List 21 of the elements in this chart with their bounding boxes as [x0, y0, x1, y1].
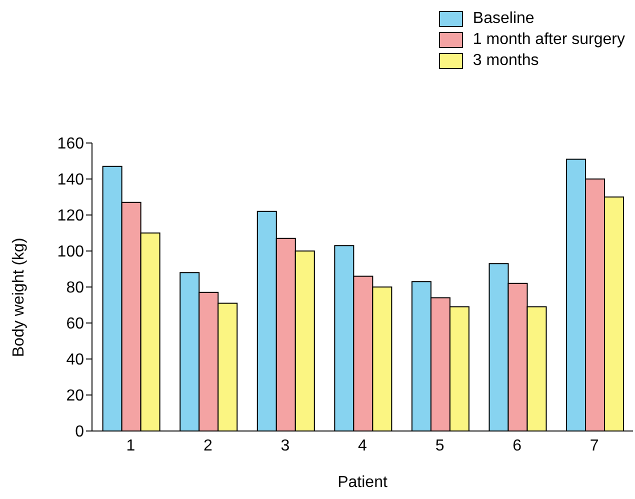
- legend-label: Baseline: [472, 9, 534, 29]
- y-tick-label: 140: [57, 172, 84, 189]
- y-tick-label: 120: [57, 208, 84, 225]
- y-tick-label: 40: [66, 352, 84, 369]
- y-tick-label: 60: [66, 316, 84, 333]
- x-tick-label: 3: [280, 437, 290, 454]
- y-tick-label: 100: [57, 244, 84, 261]
- legend-label: 1 month after surgery: [472, 30, 625, 50]
- legend-label: 3 months: [472, 51, 539, 71]
- x-tick-label: 2: [203, 437, 212, 454]
- x-axis-title: Patient: [338, 474, 388, 491]
- y-tick-label: 20: [66, 388, 84, 405]
- y-axis-title: Body weight (kg): [10, 238, 28, 357]
- y-tick-label: 0: [75, 424, 84, 441]
- x-tick-label: 5: [435, 437, 444, 454]
- x-tick-label: 7: [590, 437, 599, 454]
- y-tick-label: 80: [66, 280, 84, 297]
- x-tick-label: 1: [126, 437, 136, 454]
- y-tick-label: 160: [57, 136, 84, 153]
- x-tick-label: 6: [512, 437, 522, 454]
- x-tick-label: 4: [358, 437, 368, 454]
